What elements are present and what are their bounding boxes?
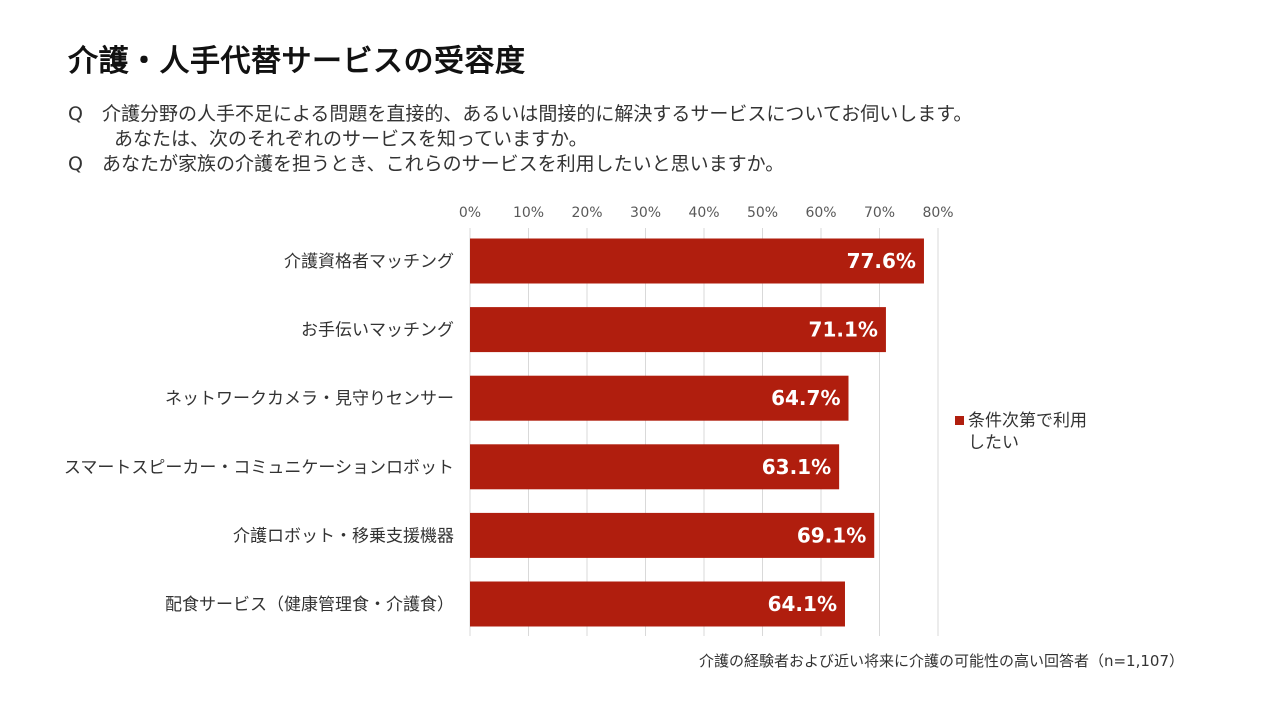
category-label: お手伝いマッチング [301,321,454,341]
question-1-line-1: Q 介護分野の人手不足による問題を直接的、あるいは間接的に解決するサービスについ… [68,102,972,127]
chart-legend: 条件次第で利用 したい [955,410,1105,454]
legend-label-line-2: したい [968,433,1019,453]
category-label: スマートスピーカー・コミュニケーションロボット [64,458,454,478]
question-2-mark: Q [68,153,83,175]
x-tick-label: 50% [747,205,778,221]
x-tick-label: 60% [805,205,836,221]
category-label: 介護資格者マッチング [284,252,454,272]
question-2-line-1: Q あなたが家族の介護を担うとき、これらのサービスを利用したいと思いますか。 [68,152,972,177]
data-label: 71.1% [809,318,878,342]
category-label: 介護ロボット・移乗支援機器 [233,526,454,546]
x-tick-label: 30% [630,205,661,221]
question-1-line-2: あなたは、次のそれぞれのサービスを知っていますか。 [68,127,972,152]
x-tick-label: 80% [922,205,953,221]
legend-swatch [955,416,964,425]
x-tick-label: 40% [688,205,719,221]
data-label: 63.1% [762,455,831,479]
x-tick-label: 10% [513,205,544,221]
question-block: Q 介護分野の人手不足による問題を直接的、あるいは間接的に解決するサービスについ… [68,102,972,177]
page-title: 介護・人手代替サービスの受容度 [68,44,526,79]
bar [470,512,875,558]
bar [470,375,849,421]
question-2-text-1: あなたが家族の介護を担うとき、これらのサービスを利用したいと思いますか。 [102,153,785,175]
bar [470,581,845,627]
source-note: 介護の経験者および近い将来に介護の可能性の高い回答者（n=1,107） [698,652,1184,670]
category-label: 配食サービス（健康管理食・介護食） [165,595,454,615]
bar [470,307,886,353]
legend-label: 条件次第で利用 したい [968,410,1087,454]
x-tick-label: 70% [864,205,895,221]
x-tick-label: 20% [571,205,602,221]
category-label: ネットワークカメラ・見守りセンサー [165,389,454,409]
x-tick-label: 0% [459,205,481,221]
question-1-text-1: 介護分野の人手不足による問題を直接的、あるいは間接的に解決するサービスについてお… [102,103,973,125]
question-1-text-2: あなたは、次のそれぞれのサービスを知っていますか。 [114,128,588,150]
data-label: 69.1% [797,523,866,547]
question-1-mark: Q [68,103,83,125]
legend-label-line-1: 条件次第で利用 [968,411,1087,431]
bar [470,444,840,490]
data-label: 77.6% [847,249,916,273]
data-label: 64.7% [771,386,840,410]
data-label: 64.1% [768,592,837,616]
bar [470,238,924,284]
